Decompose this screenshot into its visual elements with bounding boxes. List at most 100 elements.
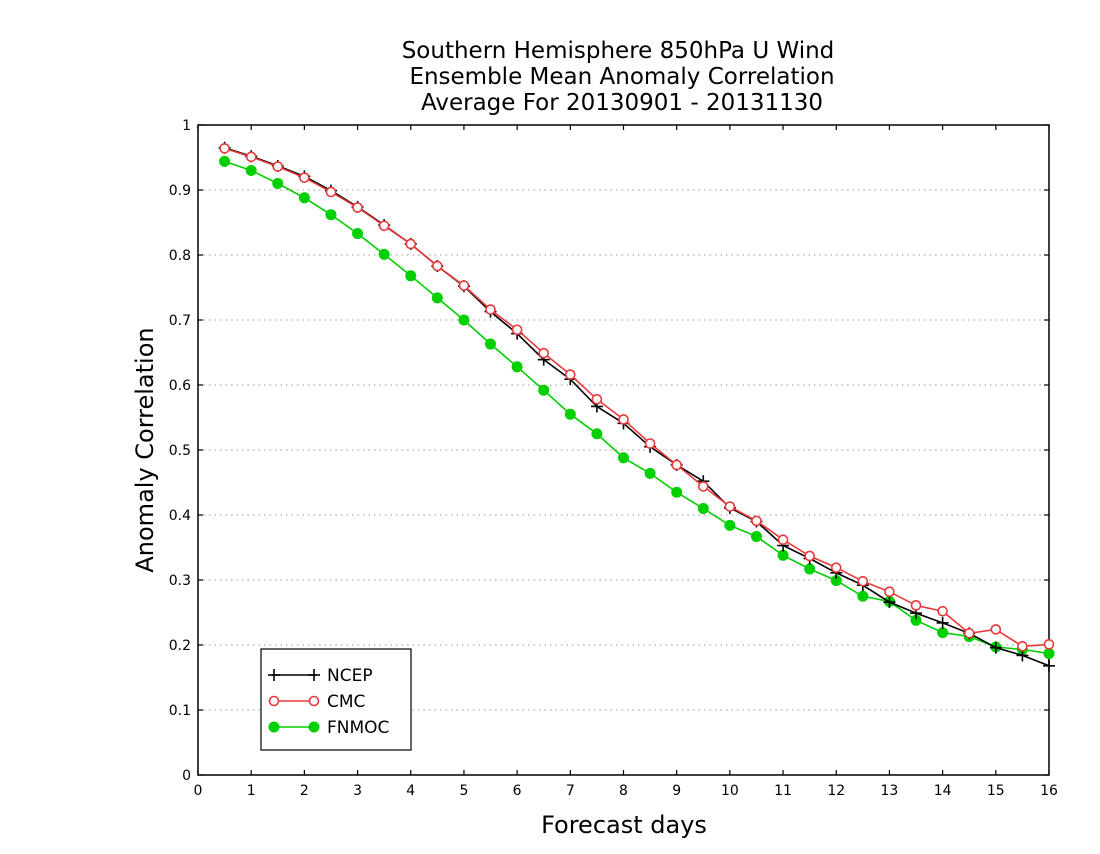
data-point-cmc — [830, 562, 842, 573]
legend-marker-ncep — [268, 669, 280, 681]
legend-box — [260, 648, 412, 751]
y-tick-label: 0 — [182, 768, 191, 784]
data-point-fnmoc — [564, 408, 576, 420]
series-fnmoc — [219, 155, 1055, 659]
data-point-cmc — [458, 280, 470, 291]
y-tick-label: 0.3 — [169, 573, 191, 589]
data-point-cmc — [325, 186, 337, 198]
x-tick-label: 1 — [247, 783, 256, 799]
data-point-cmc — [671, 459, 682, 471]
data-point-fnmoc — [618, 452, 629, 464]
chart-title-line-2: Ensemble Mean Anomaly Correlation — [409, 64, 834, 90]
data-point-fnmoc — [538, 384, 550, 396]
data-point-cmc — [219, 143, 230, 154]
y-tick-label: 0.2 — [169, 638, 191, 654]
legend-marker-cmc — [308, 695, 320, 707]
legend-item-fnmoc: FNMOC — [268, 718, 389, 738]
data-point-fnmoc — [272, 178, 284, 189]
x-tick-label: 10 — [721, 783, 739, 799]
data-point-fnmoc — [485, 338, 497, 350]
data-point-cmc — [777, 534, 789, 546]
chart-title-line-3: Average For 20130901 - 20131130 — [421, 90, 823, 116]
x-tick-label: 8 — [619, 783, 628, 799]
x-axis-label: Forecast days — [541, 811, 707, 839]
legend-marker-fnmoc — [268, 721, 280, 733]
x-tick-label: 0 — [194, 783, 203, 799]
data-point-cmc — [378, 220, 390, 232]
y-tick-label: 0.6 — [169, 378, 191, 394]
x-tick-label: 3 — [353, 783, 362, 799]
data-point-fnmoc — [671, 486, 683, 498]
data-point-cmc — [963, 627, 975, 639]
x-tick-label: 12 — [827, 783, 845, 799]
data-point-cmc — [405, 238, 417, 250]
y-tick-label: 0.8 — [169, 248, 191, 264]
legend-label-ncep: NCEP — [327, 666, 373, 686]
data-point-fnmoc — [219, 155, 231, 167]
series-layer — [218, 141, 1055, 672]
data-point-ncep — [936, 616, 949, 629]
chart-title: Southern Hemisphere 850hPa U Wind Ensemb… — [402, 38, 835, 116]
data-point-fnmoc — [378, 248, 390, 260]
x-tick-label: 7 — [566, 783, 575, 799]
y-tick-label: 0.5 — [169, 443, 191, 459]
legend-label-cmc: CMC — [327, 692, 365, 712]
legend-label-fnmoc: FNMOC — [327, 718, 389, 738]
data-point-fnmoc — [1043, 647, 1055, 659]
data-point-fnmoc — [777, 549, 789, 561]
data-point-fnmoc — [937, 627, 949, 639]
x-tick-label: 13 — [881, 783, 899, 799]
series-cmc — [219, 143, 1055, 652]
data-point-cmc — [724, 501, 736, 512]
data-point-cmc — [644, 438, 656, 449]
series-ncep — [218, 141, 1055, 672]
y-tick-label: 0.7 — [169, 313, 191, 329]
data-point-ncep — [1043, 659, 1055, 672]
data-point-fnmoc — [511, 361, 523, 373]
data-point-fnmoc — [298, 192, 310, 204]
data-point-cmc — [910, 600, 922, 611]
data-point-cmc — [565, 369, 576, 380]
legend-marker-ncep — [308, 669, 320, 681]
data-point-cmc — [937, 605, 948, 617]
legend-marker-fnmoc — [308, 721, 320, 733]
y-axis-label: Anomaly Correlation — [131, 327, 159, 572]
x-tick-label: 2 — [300, 783, 309, 799]
x-tick-label: 6 — [513, 783, 522, 799]
x-tick-label: 9 — [672, 783, 681, 799]
series-line-ncep — [224, 147, 1050, 667]
data-point-cmc — [352, 202, 363, 213]
data-point-ncep — [883, 596, 896, 609]
data-point-fnmoc — [724, 519, 736, 531]
data-point-cmc — [511, 324, 523, 336]
x-tick-label: 4 — [406, 783, 415, 799]
data-point-fnmoc — [591, 428, 603, 440]
data-point-cmc — [485, 304, 496, 315]
legend-item-cmc: CMC — [268, 692, 365, 712]
data-point-fnmoc — [352, 228, 364, 240]
data-point-cmc — [538, 347, 550, 359]
data-point-fnmoc — [750, 530, 762, 542]
data-point-fnmoc — [431, 292, 443, 304]
data-point-fnmoc — [804, 563, 816, 575]
data-point-cmc — [990, 624, 1002, 635]
data-point-cmc — [697, 481, 709, 492]
data-point-cmc — [857, 575, 869, 587]
y-tick-label: 0.1 — [169, 703, 191, 719]
x-tick-label: 16 — [1040, 783, 1058, 799]
y-tick-label: 0.9 — [169, 183, 191, 199]
x-tick-label: 14 — [934, 783, 952, 799]
data-point-fnmoc — [857, 590, 869, 602]
data-point-ncep — [989, 641, 1002, 654]
series-line-cmc — [224, 147, 1050, 648]
data-point-fnmoc — [697, 503, 709, 514]
data-point-fnmoc — [458, 314, 470, 326]
data-point-fnmoc — [405, 270, 417, 282]
axes: 00.10.20.30.40.50.60.70.80.910 1 2 3 4 5 6 7 8 9 1… — [169, 118, 1058, 799]
data-point-cmc — [245, 151, 257, 163]
data-point-cmc — [751, 515, 762, 527]
x-tick-label: 5 — [459, 783, 468, 799]
y-tick-label: 1 — [182, 118, 191, 134]
